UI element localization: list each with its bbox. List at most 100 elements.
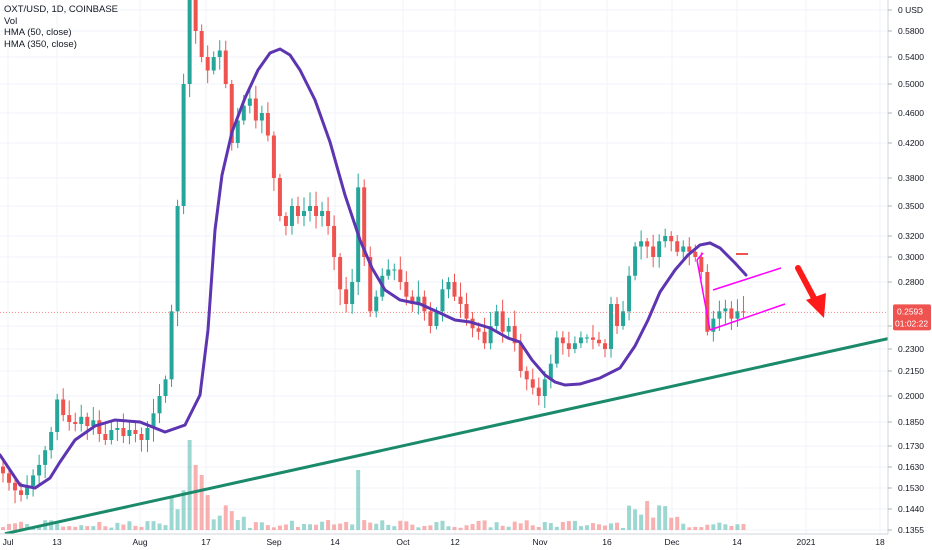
volume-bar <box>687 527 692 530</box>
candle-body <box>302 211 306 216</box>
volume-bar <box>25 524 30 530</box>
arrow-shaft <box>795 265 818 303</box>
volume-bar <box>229 511 234 530</box>
candle-body <box>422 296 427 312</box>
volume-bars <box>1 440 746 530</box>
candle-body <box>374 296 379 312</box>
candle-body <box>67 415 72 422</box>
legend-hma350[interactable]: HMA (350, close) <box>4 38 77 50</box>
volume-bar <box>308 524 313 530</box>
last-price-label: 0.2593 <box>897 306 923 316</box>
volume-bar <box>663 506 668 530</box>
volume-bar <box>326 520 331 530</box>
candle-body <box>711 318 716 332</box>
candle-body <box>217 50 222 57</box>
candle-body <box>344 289 349 304</box>
time-tick-label: 18 <box>875 537 885 547</box>
candle-body <box>663 236 668 242</box>
candle-body <box>61 399 66 416</box>
volume-bar <box>302 524 306 530</box>
candle-body <box>163 379 168 396</box>
candle-body <box>512 326 517 344</box>
symbol-title[interactable]: OXT/USD, 1D, COINBASE <box>4 4 119 15</box>
candle-body <box>332 226 337 257</box>
candle-body <box>338 257 343 290</box>
candle-body <box>7 473 12 483</box>
volume-bar <box>596 524 601 530</box>
volume-bar <box>374 523 379 530</box>
volume-bar <box>175 509 180 530</box>
volume-bar <box>693 526 698 530</box>
volume-bar <box>91 526 96 530</box>
arrow-head <box>806 293 826 318</box>
volume-bar <box>470 524 475 530</box>
time-tick-label: 17 <box>201 537 211 547</box>
candle-body <box>368 257 373 312</box>
volume-bar <box>109 527 114 530</box>
candle-body <box>687 246 692 252</box>
candle-body <box>494 311 499 326</box>
candle-body <box>542 379 547 396</box>
candle-body <box>458 296 463 304</box>
volume-bar <box>121 524 126 530</box>
price-tick-label: 0.2150 <box>898 366 924 376</box>
price-tick-label: 0.3800 <box>898 173 924 183</box>
volume-bar <box>253 522 258 530</box>
price-tick-label: 0.4200 <box>898 138 924 148</box>
volume-bar <box>572 520 577 530</box>
candle-body <box>657 241 662 257</box>
price-tick-label: 0.1730 <box>898 441 924 451</box>
volume-bar <box>741 524 746 530</box>
volume-bar <box>61 526 66 530</box>
volume-bar <box>295 527 300 530</box>
volume-bar <box>259 522 264 530</box>
candle-body <box>295 206 300 216</box>
volume-bar <box>55 523 60 530</box>
down-arrow-annotation[interactable] <box>795 265 826 318</box>
price-tick-label: 0.5800 <box>898 26 924 36</box>
volume-bar <box>633 509 638 530</box>
volume-bar <box>181 490 186 530</box>
candle-body <box>596 339 601 344</box>
candle-body <box>476 328 481 332</box>
volume-bar <box>518 523 523 530</box>
volume-bar <box>675 516 680 530</box>
candle-body <box>326 211 331 226</box>
candle-body <box>121 428 126 436</box>
price-axis[interactable]: 0.5800 0.5400 0.5000 0.4600 0.4200 0.3800 0.35… <box>887 0 932 535</box>
candle-body <box>609 304 614 349</box>
candle-body <box>145 428 150 440</box>
time-axis[interactable]: Jul 13 Aug 17 Sep 14 Oct 12 Nov 16 Dec 14 2021 18 <box>0 533 932 550</box>
candle-body <box>615 304 620 326</box>
volume-bar <box>416 527 421 530</box>
candle-body <box>139 434 144 440</box>
candle-body <box>566 343 571 349</box>
time-tick-label: 14 <box>732 537 742 547</box>
bear-flag-channel[interactable] <box>696 252 786 331</box>
time-tick-label: Nov <box>532 537 548 547</box>
candle-body <box>464 304 469 319</box>
candlesticks[interactable] <box>1 0 746 504</box>
candle-body <box>115 428 120 430</box>
candle-body <box>320 211 325 216</box>
candle-body <box>506 326 511 332</box>
candle-body <box>404 282 409 297</box>
candle-body <box>699 257 704 272</box>
candle-body <box>386 269 391 276</box>
candle-body <box>434 311 439 326</box>
candle-body <box>229 84 234 143</box>
price-tick-label: 0.1440 <box>898 504 924 514</box>
price-tick-label: 0.2000 <box>898 391 924 401</box>
support-trendline[interactable] <box>4 336 894 536</box>
volume-bar <box>536 527 541 530</box>
candle-body <box>705 272 710 332</box>
candle-body <box>729 308 734 319</box>
channel-line <box>712 267 782 291</box>
legend-vol[interactable]: Vol <box>4 15 18 27</box>
volume-bar <box>609 523 614 530</box>
candle-body <box>584 337 589 339</box>
legend-hma50[interactable]: HMA (50, close) <box>4 27 72 38</box>
volume-bar <box>283 524 288 530</box>
candle-body <box>416 296 421 304</box>
